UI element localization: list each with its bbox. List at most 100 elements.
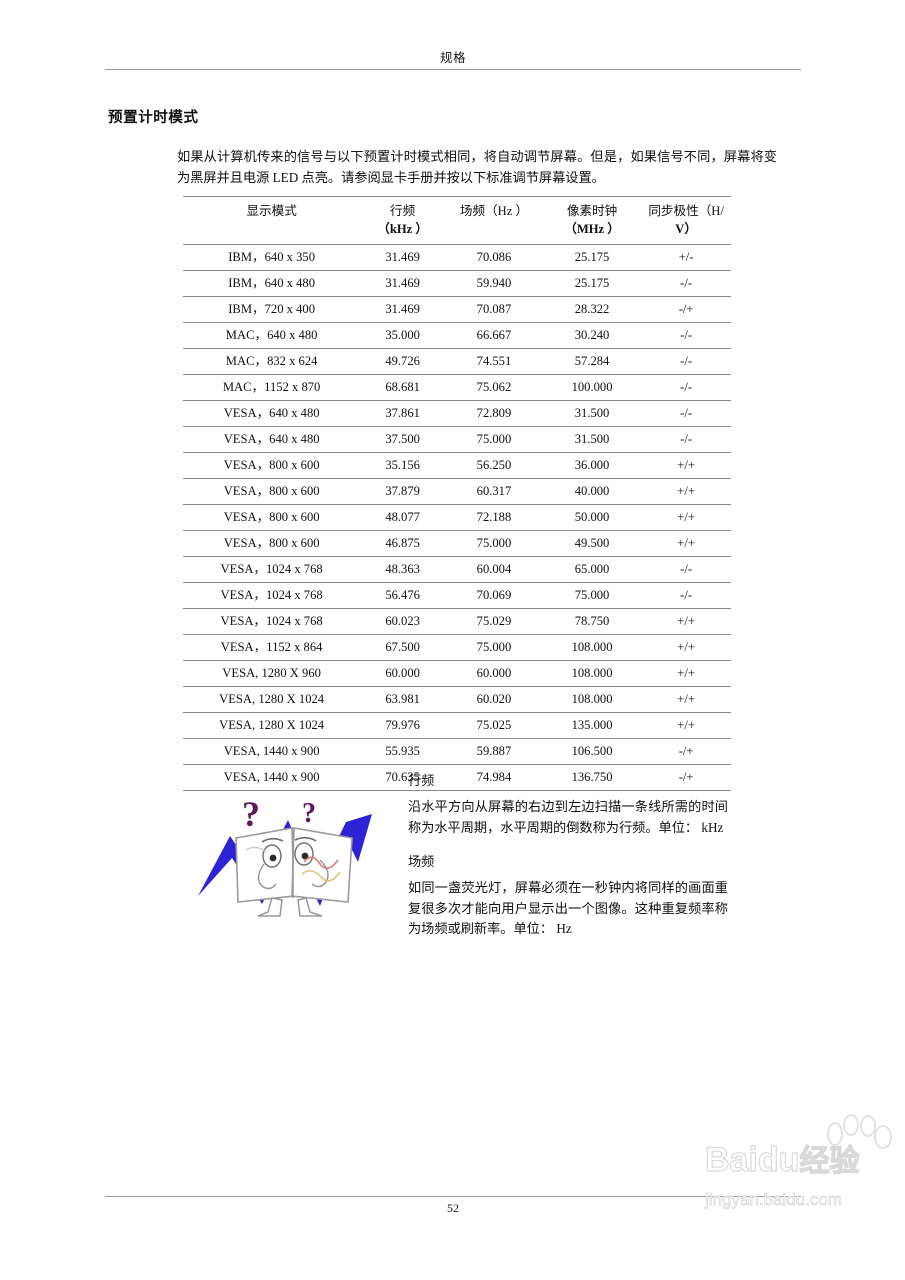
table-row: IBM，640 x 480 31.469 59.940 25.175 -/-	[183, 270, 731, 297]
cell-horizontal-frequency: 68.681	[360, 374, 446, 401]
cell-display-mode: VESA，1024 x 768	[183, 582, 361, 609]
cell-vertical-frequency: 59.887	[445, 738, 543, 765]
cell-sync-polarity: -/+	[641, 738, 731, 765]
cell-display-mode: VESA，1024 x 768	[183, 608, 361, 635]
column-header-pixel-clock: 像素时钟 （MHz ）	[542, 196, 642, 245]
column-header-horizontal-frequency: 行频 （kHz ）	[360, 196, 446, 245]
column-header-horizontal-frequency-line1: 行频	[390, 204, 416, 218]
table-row: VESA，1024 x 768 48.363 60.004 65.000 -/-	[183, 556, 731, 583]
cell-horizontal-frequency: 31.469	[360, 270, 446, 297]
table-row: VESA, 1440 x 900 55.935 59.887 106.500 -/+	[183, 738, 731, 765]
table-row: VESA，640 x 480 37.500 75.000 31.500 -/-	[183, 426, 731, 453]
cell-horizontal-frequency: 56.476	[360, 582, 446, 609]
cell-pixel-clock: 100.000	[542, 374, 642, 401]
cell-pixel-clock: 25.175	[542, 244, 642, 271]
cell-horizontal-frequency: 55.935	[360, 738, 446, 765]
cell-sync-polarity: -/-	[641, 322, 731, 349]
cell-sync-polarity: +/+	[641, 504, 731, 531]
cell-pixel-clock: 36.000	[542, 452, 642, 479]
intro-paragraph: 如果从计算机传来的信号与以下预置计时模式相同，将自动调节屏幕。但是，如果信号不同…	[177, 149, 777, 185]
cell-sync-polarity: +/+	[641, 634, 731, 661]
cell-display-mode: VESA，800 x 600	[183, 530, 361, 557]
cell-display-mode: IBM，640 x 350	[183, 244, 361, 271]
cell-pixel-clock: 28.322	[542, 296, 642, 323]
cell-sync-polarity: -/-	[641, 426, 731, 453]
table-row: MAC，832 x 624 49.726 74.551 57.284 -/-	[183, 348, 731, 375]
cell-sync-polarity: +/+	[641, 608, 731, 635]
watermark-logo: Baidu经验	[704, 1140, 895, 1182]
question-mark-large: ?	[242, 794, 260, 834]
cell-vertical-frequency: 60.020	[445, 686, 543, 713]
cell-pixel-clock: 75.000	[542, 582, 642, 609]
cell-display-mode: VESA, 1440 x 900	[183, 764, 361, 791]
cell-vertical-frequency: 66.667	[445, 322, 543, 349]
cell-pixel-clock: 78.750	[542, 608, 642, 635]
cell-sync-polarity: +/+	[641, 530, 731, 557]
cell-display-mode: IBM，720 x 400	[183, 296, 361, 323]
cell-horizontal-frequency: 60.023	[360, 608, 446, 635]
cell-horizontal-frequency: 46.875	[360, 530, 446, 557]
cell-horizontal-frequency: 63.981	[360, 686, 446, 713]
cell-horizontal-frequency: 31.469	[360, 296, 446, 323]
cell-display-mode: MAC，640 x 480	[183, 322, 361, 349]
cell-sync-polarity: +/+	[641, 478, 731, 505]
section-heading: 预置计时模式	[108, 110, 199, 126]
table-row: VESA，800 x 600 46.875 75.000 49.500 +/+	[183, 530, 731, 557]
cell-display-mode: MAC，832 x 624	[183, 348, 361, 375]
cell-pixel-clock: 108.000	[542, 686, 642, 713]
cell-vertical-frequency: 72.188	[445, 504, 543, 531]
cell-horizontal-frequency: 49.726	[360, 348, 446, 375]
cell-horizontal-frequency: 79.976	[360, 712, 446, 739]
cell-pixel-clock: 65.000	[542, 556, 642, 583]
cell-sync-polarity: +/+	[641, 660, 731, 687]
cell-horizontal-frequency: 37.500	[360, 426, 446, 453]
cell-vertical-frequency: 60.000	[445, 660, 543, 687]
paw-print-icon	[827, 1114, 892, 1149]
table-row: MAC，640 x 480 35.000 66.667 30.240 -/-	[183, 322, 731, 349]
footer-divider	[105, 1196, 801, 1197]
cell-display-mode: VESA，1152 x 864	[183, 634, 361, 661]
cell-sync-polarity: -/-	[641, 374, 731, 401]
cell-horizontal-frequency: 37.861	[360, 400, 446, 427]
column-header-vertical-frequency-line1: 场频（Hz ）	[459, 204, 529, 218]
table-row: VESA，800 x 600 48.077 72.188 50.000 +/+	[183, 504, 731, 531]
watermark-logo-cn: 经验	[799, 1143, 860, 1179]
cell-horizontal-frequency: 48.363	[360, 556, 446, 583]
cell-pixel-clock: 31.500	[542, 400, 642, 427]
cell-vertical-frequency: 60.004	[445, 556, 543, 583]
cell-vertical-frequency: 56.250	[445, 452, 543, 479]
definition-term-vertical-frequency: 场频	[408, 854, 435, 869]
cell-display-mode: MAC，1152 x 870	[183, 374, 361, 401]
table-row: VESA，1024 x 768 56.476 70.069 75.000 -/-	[183, 582, 731, 609]
column-header-display-mode: 显示模式	[183, 196, 361, 245]
cell-pixel-clock: 57.284	[542, 348, 642, 375]
table-row: IBM，640 x 350 31.469 70.086 25.175 +/-	[183, 244, 731, 271]
table-row: VESA, 1440 x 900 70.635 74.984 136.750 -/+	[183, 764, 731, 791]
table-row: VESA，800 x 600 35.156 56.250 36.000 +/+	[183, 452, 731, 479]
cell-vertical-frequency: 75.000	[445, 634, 543, 661]
cell-display-mode: VESA, 1280 X 1024	[183, 712, 361, 739]
preset-timing-table-container: 显示模式 行频 （kHz ） 场频（Hz ） 像素时钟 （MHz ） 同步极性（	[183, 196, 731, 791]
header-title: 规格	[439, 51, 466, 65]
cell-vertical-frequency: 70.086	[445, 244, 543, 271]
cell-horizontal-frequency: 31.469	[360, 244, 446, 271]
cell-pixel-clock: 136.750	[542, 764, 642, 791]
table-row: IBM，720 x 400 31.469 70.087 28.322 -/+	[183, 296, 731, 323]
cell-sync-polarity: -/+	[641, 296, 731, 323]
cell-display-mode: VESA, 1440 x 900	[183, 738, 361, 765]
cell-sync-polarity: +/+	[641, 712, 731, 739]
cell-vertical-frequency: 74.984	[445, 764, 543, 791]
table-row: VESA，1152 x 864 67.500 75.000 108.000 +/+	[183, 634, 731, 661]
table-row: VESA，800 x 600 37.879 60.317 40.000 +/+	[183, 478, 731, 505]
cell-display-mode: VESA，800 x 600	[183, 504, 361, 531]
cell-vertical-frequency: 75.000	[445, 530, 543, 557]
column-header-horizontal-frequency-line2: （kHz ）	[377, 222, 428, 236]
definitions-section: 行频 沿水平方向从屏幕的右边到左边扫描一条线所需的时间称为水平周期，水平周期的倒…	[408, 771, 728, 940]
cell-display-mode: VESA，640 x 480	[183, 426, 361, 453]
cell-sync-polarity: +/+	[641, 686, 731, 713]
cell-sync-polarity: -/+	[641, 764, 731, 791]
cell-pixel-clock: 25.175	[542, 270, 642, 297]
cell-pixel-clock: 135.000	[542, 712, 642, 739]
cell-pixel-clock: 108.000	[542, 634, 642, 661]
